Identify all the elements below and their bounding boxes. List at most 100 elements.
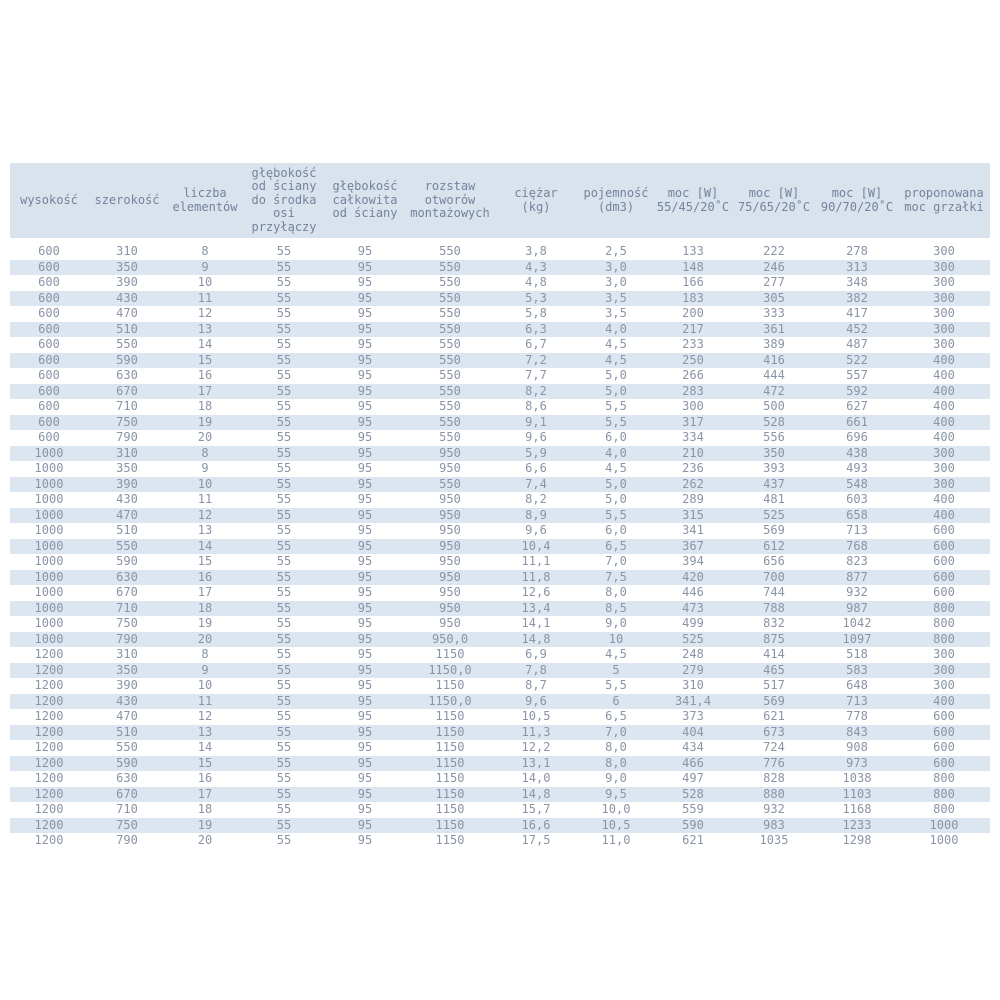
- cell: 55: [276, 414, 292, 429]
- cell: 95: [357, 259, 373, 274]
- cell: 55: [276, 740, 292, 754]
- table-row: 600 390 10 55 95 550 4,8 3,0 166 277 348 300: [10, 275, 990, 291]
- cell: 713: [846, 693, 868, 708]
- cell: 13: [197, 724, 213, 739]
- cell: 800: [933, 600, 955, 615]
- cell: 8,6: [525, 399, 547, 413]
- cell: 95: [357, 430, 373, 444]
- cell: 55: [276, 662, 292, 677]
- cell: 800: [933, 616, 955, 630]
- cell: 55: [276, 259, 292, 274]
- cell: 390: [116, 476, 138, 491]
- cell: 300: [933, 290, 955, 305]
- cell: 55: [276, 399, 292, 413]
- cell: 600: [38, 321, 60, 336]
- cell: 472: [763, 383, 785, 398]
- cell: 832: [763, 616, 785, 630]
- cell: 5,9: [525, 445, 547, 460]
- cell: 367: [682, 538, 704, 553]
- cell: 950: [439, 523, 461, 537]
- cell: 95: [357, 368, 373, 382]
- cell: 452: [846, 321, 868, 336]
- cell: 603: [846, 492, 868, 506]
- table-row: 600 550 14 55 95 550 6,7 4,5 233 389 487 300: [10, 337, 990, 353]
- table-row: 1200 710 18 55 95 1150 15,7 10,0 559 932 1168 800: [10, 802, 990, 818]
- cell: 1298: [842, 833, 872, 847]
- cell: 95: [357, 492, 373, 506]
- cell: 1150: [435, 740, 465, 754]
- cell: 283: [682, 383, 704, 398]
- cell: 315: [682, 507, 704, 522]
- cell: 569: [763, 523, 785, 537]
- cell: 55: [276, 368, 292, 382]
- column-header-2: szerokość: [88, 163, 166, 244]
- cell: 430: [116, 492, 138, 506]
- table-row: 600 670 17 55 95 550 8,2 5,0 283 472 592 400: [10, 383, 990, 399]
- cell: 550: [439, 244, 461, 258]
- cell: 600: [933, 523, 955, 537]
- cell: 14,1: [521, 616, 551, 630]
- cell: 305: [763, 290, 785, 305]
- cell: 19: [197, 414, 213, 429]
- cell: 55: [276, 724, 292, 739]
- cell: 823: [846, 554, 868, 568]
- cell: 481: [763, 492, 785, 506]
- column-header-10: moc [W] 75/65/20˚C: [732, 163, 816, 244]
- cell: 300: [933, 662, 955, 677]
- cell: 14: [197, 740, 213, 754]
- table-row: 1200 430 11 55 95 1150,0 9,6 6 341,4 569 713 400: [10, 693, 990, 709]
- cell: 590: [682, 817, 704, 832]
- cell: 600: [38, 259, 60, 274]
- cell: 1035: [759, 833, 789, 847]
- cell: 9,6: [525, 430, 547, 444]
- cell: 400: [933, 492, 955, 506]
- cell: 4,5: [605, 647, 627, 661]
- cell: 1200: [34, 802, 64, 816]
- cell: 1150: [435, 833, 465, 847]
- cell: 389: [763, 337, 785, 351]
- cell: 1042: [842, 616, 872, 630]
- cell: 9,6: [525, 693, 547, 708]
- cell: 233: [682, 337, 704, 351]
- cell: 55: [276, 554, 292, 568]
- cell: 8,5: [605, 600, 627, 615]
- table-row: 1000 510 13 55 95 950 9,6 6,0 341 569 713 600: [10, 523, 990, 539]
- cell: 95: [357, 585, 373, 599]
- cell: 55: [276, 538, 292, 553]
- column-header-8: pojemność (dm3): [578, 163, 654, 244]
- cell: 95: [357, 802, 373, 816]
- cell: 95: [357, 290, 373, 305]
- cell: 390: [116, 678, 138, 692]
- cell: 400: [933, 430, 955, 444]
- cell: 470: [116, 306, 138, 320]
- cell: 16: [197, 569, 213, 584]
- cell: 14,8: [521, 631, 551, 646]
- cell: 673: [763, 724, 785, 739]
- cell: 776: [763, 755, 785, 770]
- cell: 9: [201, 259, 209, 274]
- cell: 14: [197, 337, 213, 351]
- cell: 200: [682, 306, 704, 320]
- cell: 600: [38, 275, 60, 289]
- cell: 9: [201, 461, 209, 475]
- cell: 6,5: [605, 538, 627, 553]
- table-row: 1200 510 13 55 95 1150 11,3 7,0 404 673 843 600: [10, 724, 990, 740]
- cell: 5,8: [525, 306, 547, 320]
- table-row: 1000 430 11 55 95 950 8,2 5,0 289 481 603 400: [10, 492, 990, 508]
- cell: 600: [933, 538, 955, 553]
- cell: 1000: [34, 507, 64, 522]
- cell: 696: [846, 430, 868, 444]
- cell: 350: [763, 445, 785, 460]
- cell: 446: [682, 585, 704, 599]
- cell: 750: [116, 616, 138, 630]
- cell: 600: [38, 399, 60, 413]
- cell: 95: [357, 337, 373, 351]
- cell: 434: [682, 740, 704, 754]
- cell: 1000: [34, 538, 64, 553]
- cell: 300: [933, 461, 955, 475]
- cell: 15: [197, 755, 213, 770]
- cell: 6: [612, 693, 620, 708]
- cell: 1150: [435, 647, 465, 661]
- cell: 1150,0: [428, 693, 472, 708]
- cell: 950: [439, 616, 461, 630]
